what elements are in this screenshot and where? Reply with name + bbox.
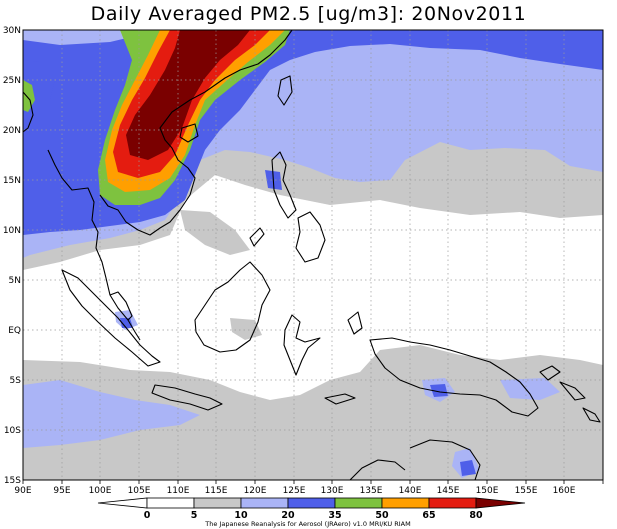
coast-taiwan <box>277 75 293 106</box>
colorbar-cell <box>381 497 430 509</box>
lat-tick-label: 15N <box>3 176 21 186</box>
colorbar-level-label: 35 <box>328 510 341 521</box>
pm25-band-20-35 <box>460 460 476 476</box>
lon-tick-label: 120E <box>244 486 267 496</box>
coast-malaya <box>109 291 133 321</box>
coast-indochina <box>47 30 293 341</box>
coast-solomon <box>582 407 601 423</box>
coast-india-east <box>23 91 34 133</box>
coast-australia-north <box>349 439 481 480</box>
coast-philippines-luzon <box>271 151 297 219</box>
lon-tick-label: 95E <box>53 486 70 496</box>
map-gridlines <box>23 30 603 480</box>
coast-palawan <box>249 227 265 247</box>
coast-philippines-south <box>295 211 326 263</box>
coast-hainan <box>179 123 199 143</box>
lon-tick-label: 115E <box>205 486 228 496</box>
colorbar-level-label: 20 <box>281 510 295 521</box>
pm25-band-5-10 <box>180 210 250 255</box>
lat-tick-label: 5N <box>9 276 21 286</box>
colorbar-cell <box>475 497 526 509</box>
lon-tick-label: 155E <box>515 486 538 496</box>
lat-tick-label: 10N <box>3 226 21 236</box>
lat-tick-label: EQ <box>8 326 21 336</box>
coast-borneo <box>194 261 271 353</box>
pm25-band-5-10 <box>230 318 262 340</box>
colorbar-cell <box>97 497 148 509</box>
colorbar-cell <box>287 497 336 509</box>
coast-bismarck <box>539 365 586 401</box>
lon-tick-label: 160E <box>553 486 576 496</box>
lon-tick-label: 125E <box>283 486 306 496</box>
axis-ticks <box>22 480 604 484</box>
map-title: Daily Averaged PM2.5 [ug/m3]: 20Nov2011 <box>90 3 527 25</box>
pm25-band-10-20 <box>23 380 200 448</box>
map-frame <box>22 29 604 481</box>
coast-halmahera <box>347 311 363 335</box>
lat-tick-label: 20N <box>3 126 21 136</box>
colorbar-cell <box>240 497 289 509</box>
lon-axis-labels: 90E 95E 100E 105E 110E 115E 120E 125E 13… <box>14 486 575 496</box>
lat-tick-label: 25N <box>3 76 21 86</box>
colorbar-labels: 0 5 10 20 35 50 65 80 <box>144 510 483 521</box>
lon-tick-label: 130E <box>321 486 344 496</box>
pm25-band-20-35 <box>430 384 448 397</box>
lon-tick-label: 135E <box>360 486 383 496</box>
pm25-band-10-20 <box>500 378 560 400</box>
lat-tick-label: 30N <box>3 26 21 36</box>
coast-timor <box>324 393 356 405</box>
colorbar <box>97 497 526 509</box>
coastlines <box>23 30 601 480</box>
colorbar-level-label: 10 <box>234 510 248 521</box>
lon-tick-label: 105E <box>128 486 151 496</box>
coast-sumatra <box>61 269 161 367</box>
lat-tick-label: 5S <box>10 376 22 386</box>
colorbar-cell <box>146 497 195 509</box>
pm25-band-20-35 <box>120 318 133 328</box>
pm25-band-5-10 <box>23 345 603 480</box>
coast-sulawesi <box>283 314 321 376</box>
lon-tick-label: 110E <box>167 486 190 496</box>
lat-axis-labels: 30N 25N 20N 15N 10N 5N EQ 5S 10S 15S <box>3 26 21 486</box>
colorbar-cell <box>334 497 383 509</box>
colorbar-level-label: 80 <box>469 510 483 521</box>
lon-tick-label: 150E <box>476 486 499 496</box>
lon-tick-label: 90E <box>14 486 31 496</box>
colorbar-level-label: 50 <box>375 510 389 521</box>
pm25-band-80-plus <box>126 30 250 160</box>
colorbar-cell <box>193 497 242 509</box>
lat-tick-label: 15S <box>4 476 21 486</box>
coast-java <box>151 384 223 411</box>
lat-tick-label: 10S <box>4 426 21 436</box>
colorbar-level-label: 5 <box>191 510 198 521</box>
pm25-band-35-50 <box>23 80 35 112</box>
pm25-field <box>23 30 603 480</box>
colorbar-level-label: 0 <box>144 510 151 521</box>
lon-tick-label: 145E <box>437 486 460 496</box>
coast-new-guinea <box>369 337 539 417</box>
lon-tick-label: 100E <box>89 486 112 496</box>
colorbar-level-label: 65 <box>422 510 435 521</box>
colorbar-cell <box>428 497 477 509</box>
credit-line: The Japanese Reanalysis for Aerosol (JRA… <box>204 520 410 528</box>
lon-tick-label: 140E <box>399 486 422 496</box>
